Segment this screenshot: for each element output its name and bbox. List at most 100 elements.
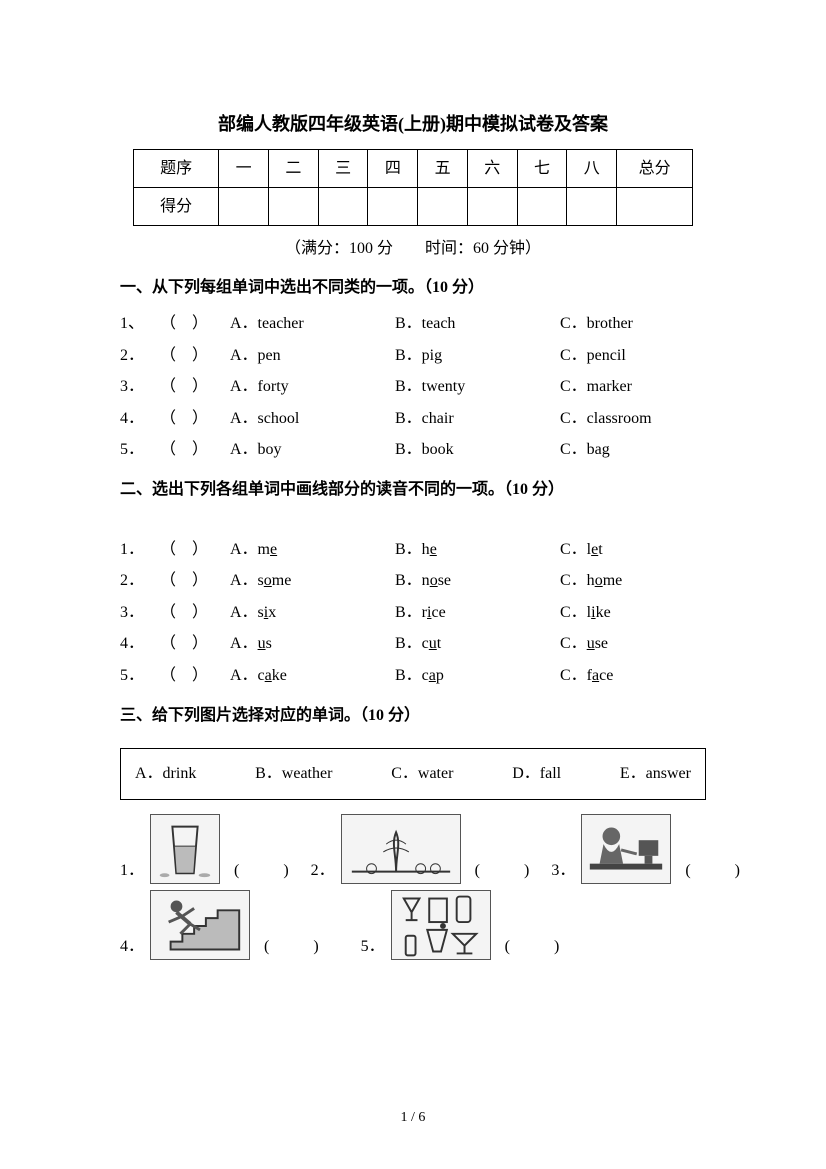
section-3-heading: 三、给下列图片选择对应的单词。（10 分） [120,703,706,729]
weather-scene-icon [341,814,461,884]
q-num: 1． [120,537,160,563]
answer-blank[interactable]: （ ） [160,374,230,400]
answer-blank[interactable]: （ ） [160,406,230,432]
score-total-label: 总分 [617,149,693,187]
q3-1-num: 1． [120,858,140,884]
image-row-1: 1． ( ) 2． ( ) 3． ( [120,814,706,884]
exam-subinfo: （满分：100 分 时间：60 分钟） [120,236,706,262]
q3-5-num: 5． [361,934,381,960]
score-col-1: 一 [219,149,269,187]
word-bank: A．drink B．weather C．water D．fall E．answe… [120,748,706,800]
section-1-heading: 一、从下列每组单词中选出不同类的一项。（10 分） [120,275,706,301]
bank-opt-e: E．answer [620,761,691,787]
opt-a: A．school [230,406,395,432]
score-table-value-row: 得分 [134,187,693,225]
score-table: 题序 一 二 三 四 五 六 七 八 总分 得分 [133,149,693,226]
section-2-heading: 二、选出下列各组单词中画线部分的读音不同的一项。（10 分） [120,477,706,503]
person-at-desk-icon [581,814,671,884]
opt-b: B．rice [395,600,560,626]
score-col-6: 六 [467,149,517,187]
score-table-header-row: 题序 一 二 三 四 五 六 七 八 总分 [134,149,693,187]
score-cell[interactable] [467,187,517,225]
opt-c: C．brother [560,311,680,337]
question-row: 4．（ ）A．usB．cutC．use [120,631,706,657]
score-cell[interactable] [318,187,368,225]
score-cell[interactable] [567,187,617,225]
answer-blank[interactable]: （ ） [160,537,230,563]
q-num: 2． [120,343,160,369]
q-num: 4． [120,406,160,432]
answer-blank[interactable]: （ ） [160,343,230,369]
opt-b: B．pig [395,343,560,369]
opt-b: B．teach [395,311,560,337]
score-col-7: 七 [517,149,567,187]
answer-blank[interactable]: （ ） [160,663,230,689]
glass-of-water-icon [150,814,220,884]
answer-blank[interactable]: （ ） [160,631,230,657]
page-title: 部编人教版四年级英语(上册)期中模拟试卷及答案 [120,110,706,139]
opt-a: A．six [230,600,395,626]
opt-c: C．bag [560,437,680,463]
opt-a: A．us [230,631,395,657]
score-col-5: 五 [418,149,468,187]
opt-b: B．chair [395,406,560,432]
person-falling-icon [150,890,250,960]
answer-blank[interactable]: （ ） [160,437,230,463]
score-value-label: 得分 [134,187,219,225]
opt-c: C．like [560,600,680,626]
question-row: 2．（ ）A．someB．noseC．home [120,568,706,594]
q3-2-num: 2． [311,858,331,884]
opt-a: A．pen [230,343,395,369]
opt-b: B．book [395,437,560,463]
opt-c: C．pencil [560,343,680,369]
answer-blank[interactable]: （ ） [160,600,230,626]
q3-4-blank[interactable]: ( ) [264,934,323,960]
question-row: 3．（ ）A．sixB．riceC．like [120,600,706,626]
q3-4-num: 4． [120,934,140,960]
opt-b: B．cut [395,631,560,657]
bank-opt-b: B．weather [255,761,332,787]
opt-c: C．face [560,663,680,689]
q3-1-blank[interactable]: ( ) [234,858,293,884]
score-cell[interactable] [617,187,693,225]
q-num: 3． [120,600,160,626]
drinks-grid-icon [391,890,491,960]
answer-blank[interactable]: （ ） [160,568,230,594]
q3-5-blank[interactable]: ( ) [505,934,564,960]
opt-c: C．classroom [560,406,680,432]
bank-opt-c: C．water [391,761,453,787]
q3-3-num: 3． [551,858,571,884]
opt-b: B．nose [395,568,560,594]
score-col-2: 二 [269,149,319,187]
bank-opt-d: D．fall [512,761,561,787]
bank-opt-a: A．drink [135,761,196,787]
opt-b: B．cap [395,663,560,689]
answer-blank[interactable]: （ ） [160,311,230,337]
question-row: 5．（ ）A．boyB．bookC．bag [120,437,706,463]
score-cell[interactable] [368,187,418,225]
score-cell[interactable] [418,187,468,225]
score-cell[interactable] [269,187,319,225]
q-num: 5． [120,437,160,463]
question-row: 3．（ ）A．fortyB．twentyC．marker [120,374,706,400]
score-cell[interactable] [517,187,567,225]
question-row: 5．（ ）A．cakeB．capC．face [120,663,706,689]
opt-a: A．boy [230,437,395,463]
q3-3-blank[interactable]: ( ) [685,858,744,884]
score-col-8: 八 [567,149,617,187]
question-row: 2．（ ）A．penB．pigC．pencil [120,343,706,369]
score-header-label: 题序 [134,149,219,187]
image-row-2: 4． ( ) 5． ( ) [120,890,706,960]
score-col-4: 四 [368,149,418,187]
page-footer: 1 / 6 [0,1107,826,1129]
opt-a: A．teacher [230,311,395,337]
score-cell[interactable] [219,187,269,225]
q3-2-blank[interactable]: ( ) [475,858,534,884]
question-row: 4．（ ）A．schoolB．chairC．classroom [120,406,706,432]
opt-a: A．me [230,537,395,563]
q-num: 2． [120,568,160,594]
q-num: 5． [120,663,160,689]
q-num: 4． [120,631,160,657]
q-num: 1、 [120,311,160,337]
question-row: 1、（ ）A．teacherB．teachC．brother [120,311,706,337]
